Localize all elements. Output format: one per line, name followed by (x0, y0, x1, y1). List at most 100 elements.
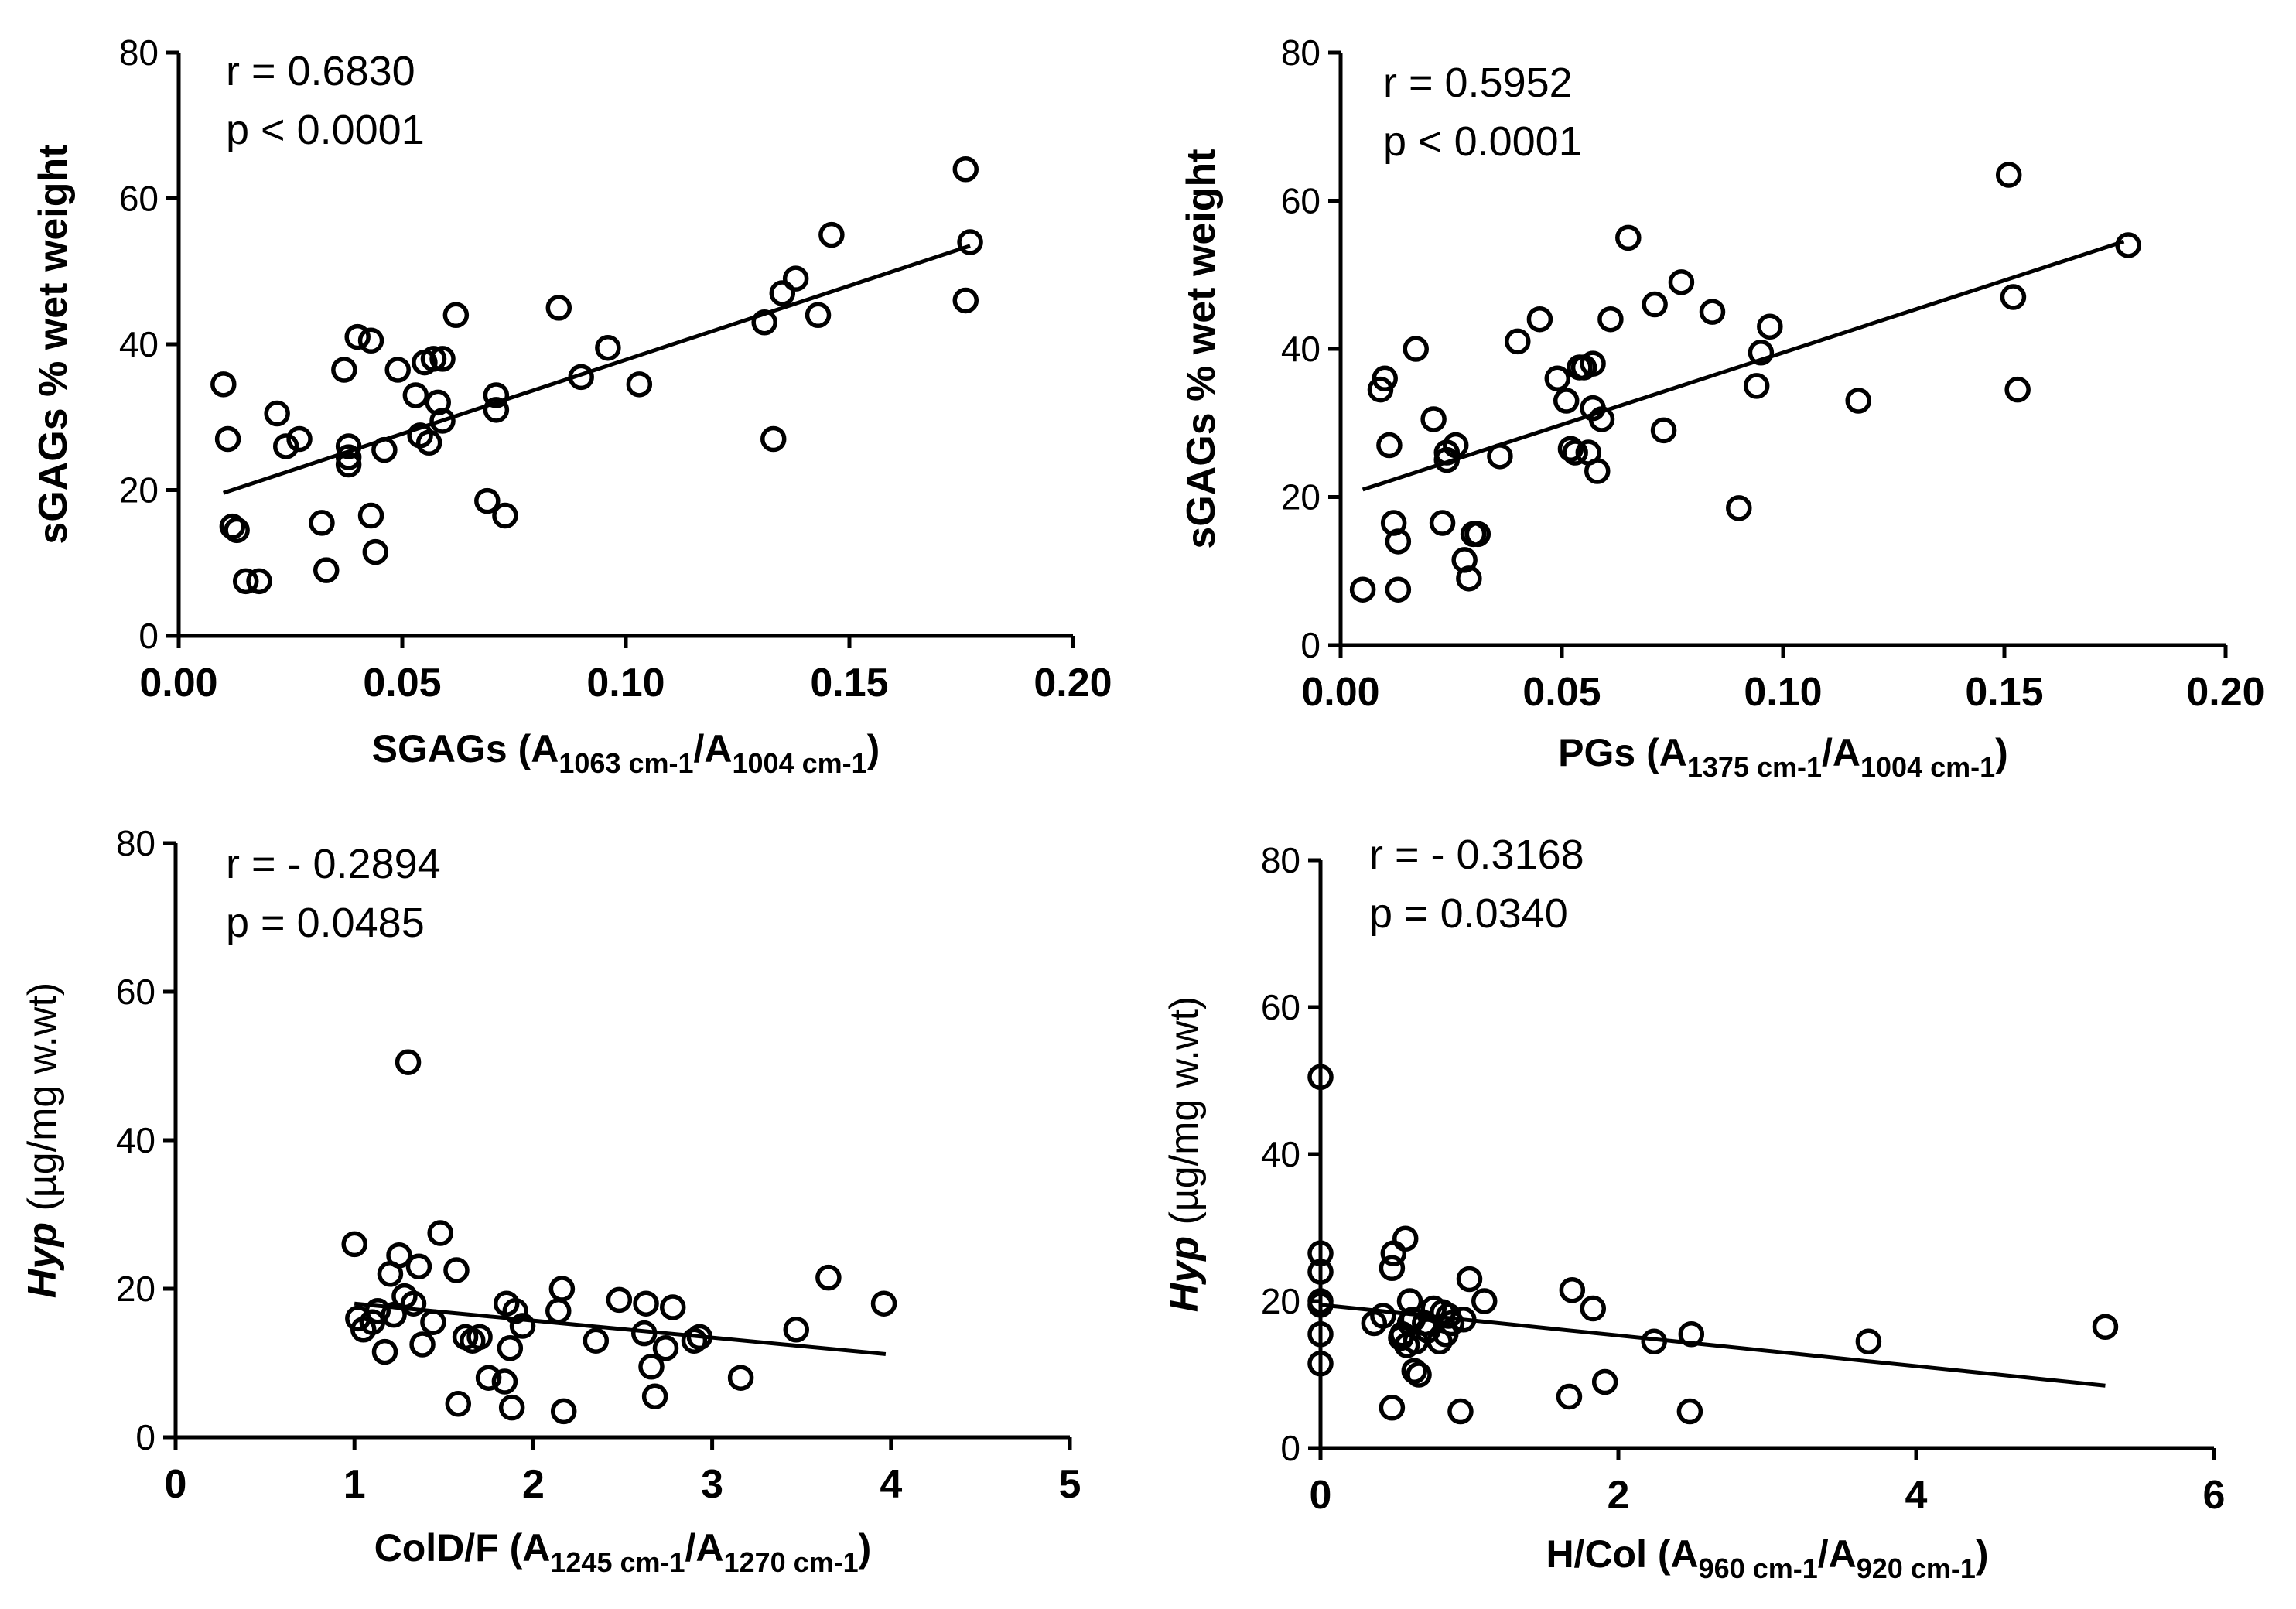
data-point (1580, 1295, 1607, 1322)
data-point (386, 1242, 412, 1269)
data-point (362, 538, 389, 565)
data-point (633, 1290, 659, 1317)
data-point (769, 280, 796, 306)
p-value: p = 0.0485 (226, 900, 425, 946)
data-point (384, 357, 411, 383)
data-point (583, 1327, 610, 1354)
data-point (425, 389, 451, 416)
data-point (445, 1391, 472, 1417)
data-point (335, 451, 362, 478)
r-value: r = 0.5952 (1383, 60, 1573, 106)
x-tick-label: 2 (522, 1462, 545, 1507)
data-point (429, 408, 456, 434)
x-tick-label: 0.20 (1034, 661, 1112, 705)
data-point (344, 323, 371, 350)
p-value: p < 0.0001 (226, 107, 425, 153)
x-tick-label: 0.05 (363, 661, 441, 705)
x-tick-label: 3 (701, 1462, 723, 1507)
y-tick-label: 20 (116, 1269, 155, 1309)
data-point (1615, 224, 1642, 251)
data-point (782, 265, 809, 292)
data-point (1580, 350, 1606, 377)
data-point (595, 334, 621, 361)
data-point (341, 1231, 367, 1258)
data-point (638, 1354, 665, 1380)
y-tick-label: 0 (135, 1417, 155, 1457)
data-point (1349, 576, 1376, 603)
data-point (1385, 528, 1412, 555)
data-point (509, 1313, 536, 1339)
data-point (475, 1365, 502, 1391)
data-point (548, 1276, 576, 1302)
data-point (1743, 373, 1770, 399)
data-point (491, 1368, 518, 1395)
y-tick-label: 60 (1281, 181, 1321, 221)
data-point (659, 1294, 686, 1320)
y-axis-label: Hyp (µg/mg w.wt) (20, 982, 65, 1298)
y-tick-label: 80 (119, 32, 159, 73)
p-value: p = 0.0340 (1369, 890, 1568, 937)
y-tick-label: 40 (1281, 329, 1321, 369)
data-point (405, 1253, 432, 1279)
data-point (2092, 1314, 2119, 1340)
data-point (1668, 269, 1695, 295)
y-tick-label: 0 (1300, 625, 1321, 665)
data-point (1307, 1064, 1334, 1090)
data-point (442, 302, 470, 329)
data-point (1650, 417, 1677, 444)
data-point (357, 502, 384, 529)
data-point (630, 1320, 658, 1347)
data-point (313, 557, 340, 583)
data-point (686, 1324, 713, 1351)
data-point (1597, 306, 1624, 333)
data-point (1447, 1398, 1474, 1425)
data-point (483, 397, 510, 423)
panel-4: 0 20 40 60 80 0 2 4 6 Hyp (µg/mg w.wt) H/Col (A960… (1162, 832, 2225, 1584)
data-point (1307, 1259, 1334, 1285)
data-point (1678, 1321, 1705, 1348)
y-tick-label: 40 (116, 1120, 155, 1160)
data-point (652, 1335, 679, 1361)
y-tick-label: 80 (1281, 32, 1321, 73)
x-tick-label: 0.00 (1301, 670, 1379, 715)
data-point (1401, 1358, 1428, 1384)
data-point (1406, 1361, 1432, 1388)
data-point (224, 517, 250, 544)
y-axis-label: sGAGs % wet weight (31, 144, 76, 544)
data-point (1641, 1328, 1667, 1354)
x-tick-label: 4 (880, 1462, 902, 1507)
data-point (1748, 340, 1775, 366)
data-point (1845, 388, 1871, 414)
y-tick-label: 80 (116, 823, 155, 863)
x-axis-label: SGAGs (A1063 cm-1/A1004 cm-1) (372, 727, 880, 779)
data-point (1379, 1395, 1406, 1421)
data-point (550, 1398, 577, 1425)
data-point (402, 382, 429, 408)
data-point (1396, 1288, 1423, 1314)
data-point (210, 371, 237, 398)
data-point (1307, 1321, 1334, 1348)
x-tick-label: 0.00 (139, 661, 217, 705)
y-axis-label: Hyp (µg/mg w.wt) (1162, 996, 1207, 1312)
data-point (400, 1290, 427, 1317)
r-value: r = - 0.3168 (1369, 832, 1584, 878)
x-tick-label: 0.05 (1522, 670, 1601, 715)
data-point (568, 364, 594, 391)
data-point (371, 1338, 398, 1365)
p-value: p < 0.0001 (1383, 118, 1582, 165)
data-point (1526, 306, 1553, 333)
data-point (1429, 510, 1456, 536)
data-point (1464, 521, 1491, 548)
y-tick-label: 0 (1280, 1428, 1300, 1468)
data-point (760, 425, 787, 453)
y-tick-label: 20 (119, 470, 159, 511)
data-point (1379, 1255, 1406, 1281)
y-tick-label: 40 (1261, 1134, 1300, 1174)
data-point (443, 1257, 470, 1283)
data-point (1385, 576, 1412, 603)
y-tick-label: 60 (116, 972, 155, 1012)
data-point (751, 309, 777, 336)
x-tick-label: 0.15 (1965, 670, 2043, 715)
x-tick-label: 0.10 (586, 661, 665, 705)
